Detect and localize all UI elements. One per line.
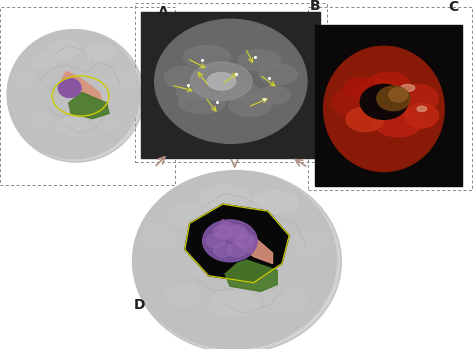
Ellipse shape	[194, 242, 224, 260]
Bar	[315, 25, 462, 186]
Ellipse shape	[377, 86, 410, 111]
Ellipse shape	[75, 75, 99, 88]
Ellipse shape	[213, 243, 232, 257]
Polygon shape	[225, 260, 277, 291]
Bar	[0, 7, 175, 185]
Polygon shape	[185, 204, 289, 283]
Ellipse shape	[389, 88, 408, 102]
Ellipse shape	[85, 44, 115, 60]
Ellipse shape	[58, 78, 81, 97]
Ellipse shape	[210, 71, 243, 92]
Ellipse shape	[163, 284, 204, 307]
Ellipse shape	[12, 68, 35, 88]
Bar	[135, 3, 327, 162]
Ellipse shape	[228, 95, 271, 116]
Ellipse shape	[93, 115, 120, 131]
Ellipse shape	[293, 229, 329, 255]
Ellipse shape	[27, 112, 54, 128]
Ellipse shape	[259, 64, 297, 85]
Polygon shape	[216, 220, 273, 263]
Ellipse shape	[235, 234, 254, 248]
Ellipse shape	[200, 185, 251, 210]
Ellipse shape	[155, 19, 307, 143]
Text: B: B	[310, 0, 320, 13]
Ellipse shape	[221, 82, 259, 101]
Ellipse shape	[183, 45, 231, 68]
Ellipse shape	[57, 118, 90, 135]
Ellipse shape	[47, 40, 81, 58]
Ellipse shape	[237, 233, 273, 251]
Ellipse shape	[257, 87, 290, 104]
Ellipse shape	[417, 106, 427, 112]
Ellipse shape	[367, 72, 410, 97]
Ellipse shape	[209, 292, 260, 317]
Polygon shape	[69, 92, 109, 119]
Ellipse shape	[112, 72, 135, 91]
Ellipse shape	[344, 77, 377, 98]
Ellipse shape	[324, 46, 444, 171]
Ellipse shape	[369, 96, 380, 101]
Ellipse shape	[253, 191, 298, 213]
Ellipse shape	[206, 234, 225, 248]
Ellipse shape	[30, 54, 57, 70]
Ellipse shape	[164, 67, 202, 89]
Ellipse shape	[346, 107, 384, 132]
Ellipse shape	[133, 171, 341, 349]
Text: A: A	[158, 5, 169, 19]
Ellipse shape	[228, 225, 246, 239]
Ellipse shape	[191, 62, 252, 101]
Ellipse shape	[176, 82, 210, 101]
Ellipse shape	[168, 205, 209, 227]
Ellipse shape	[179, 91, 226, 114]
Ellipse shape	[360, 84, 408, 119]
Ellipse shape	[332, 88, 370, 116]
Text: D: D	[134, 298, 146, 312]
Ellipse shape	[265, 289, 306, 311]
Text: C: C	[448, 0, 459, 14]
Ellipse shape	[202, 220, 257, 262]
Ellipse shape	[213, 225, 232, 239]
Ellipse shape	[374, 109, 422, 137]
Ellipse shape	[207, 73, 236, 90]
Ellipse shape	[396, 84, 438, 112]
Ellipse shape	[8, 30, 144, 162]
Polygon shape	[62, 72, 102, 101]
Ellipse shape	[356, 79, 403, 111]
Ellipse shape	[228, 243, 246, 257]
Ellipse shape	[133, 171, 337, 349]
Ellipse shape	[401, 84, 415, 91]
Ellipse shape	[140, 224, 176, 251]
Bar	[308, 7, 472, 190]
Ellipse shape	[7, 30, 140, 159]
Ellipse shape	[238, 50, 281, 71]
Ellipse shape	[47, 81, 67, 94]
Ellipse shape	[405, 104, 438, 128]
Bar	[141, 12, 320, 158]
